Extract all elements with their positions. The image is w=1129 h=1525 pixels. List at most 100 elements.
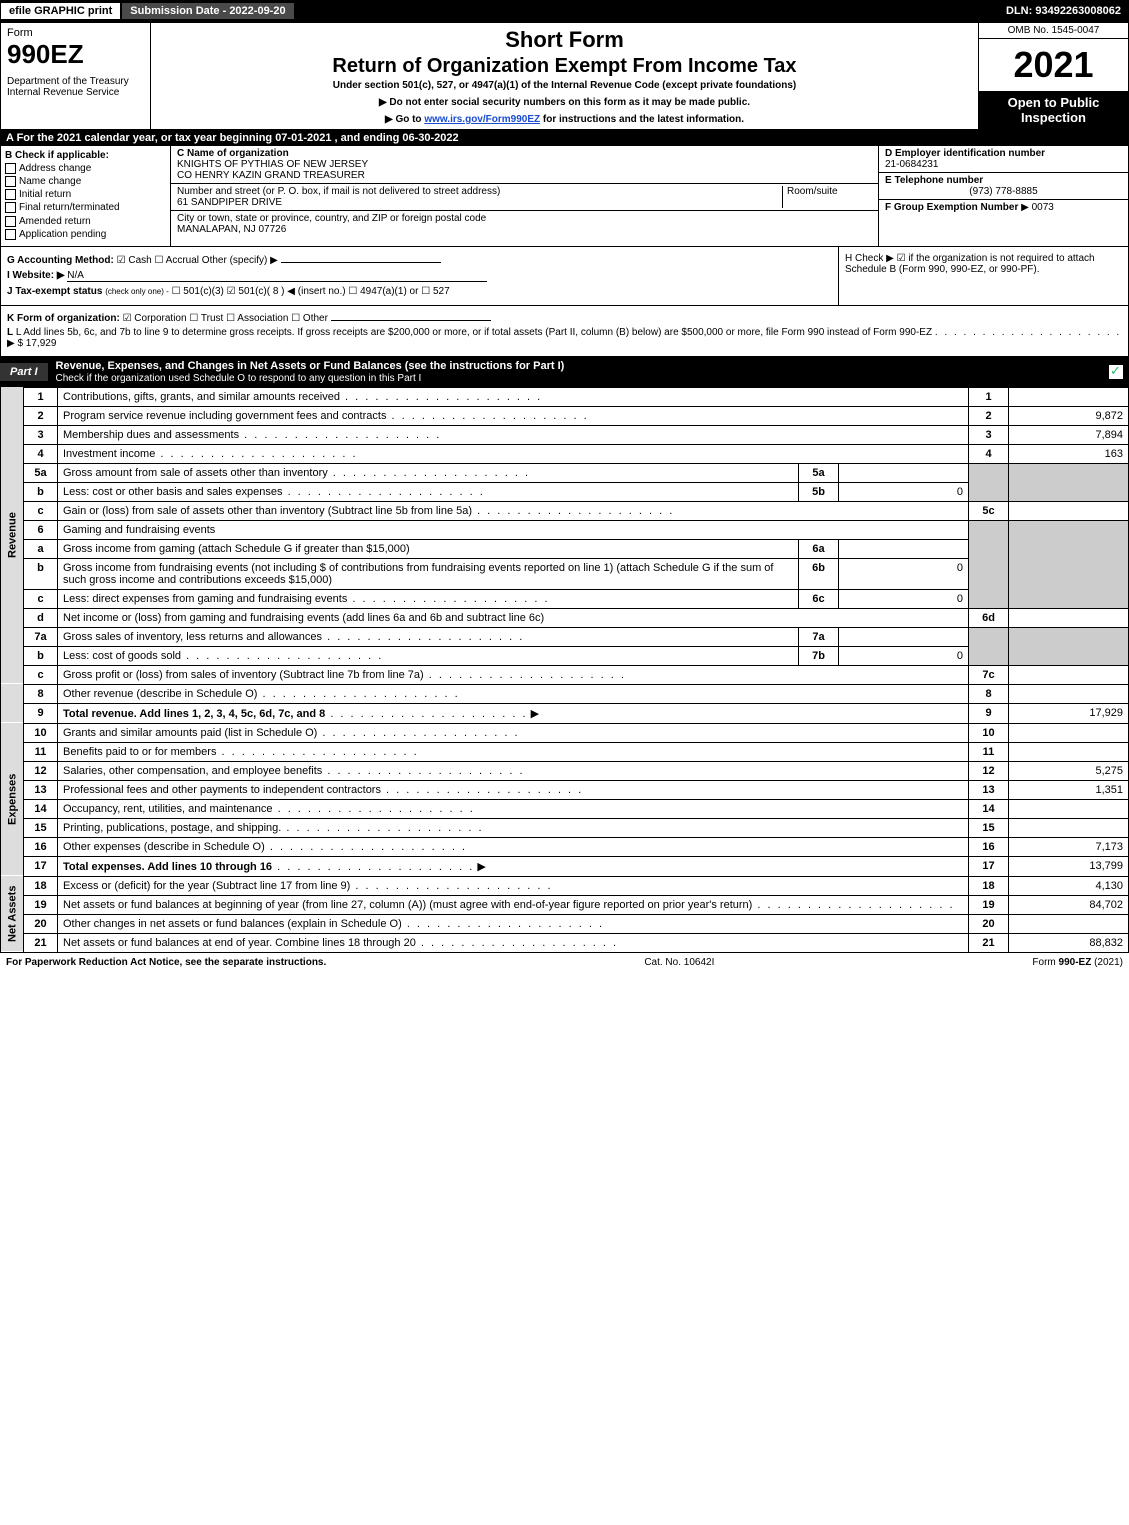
- line-1-box: 1: [969, 387, 1009, 406]
- org-name-2: CO HENRY KAZIN GRAND TREASURER: [177, 170, 365, 181]
- header-middle: Short Form Return of Organization Exempt…: [151, 23, 978, 129]
- line-15-amt: [1009, 818, 1129, 837]
- tax-year: 2021: [979, 39, 1128, 91]
- line-17-desc: Total expenses. Add lines 10 through 16: [63, 861, 272, 873]
- line-6a-num: a: [24, 539, 58, 558]
- short-form-label: Short Form: [155, 27, 974, 53]
- line-6b-sub: 6b: [799, 558, 839, 589]
- street-label: Number and street (or P. O. box, if mail…: [177, 186, 500, 197]
- line-7b-sub: 7b: [799, 646, 839, 665]
- line-8-num: 8: [24, 684, 58, 703]
- city-label: City or town, state or province, country…: [177, 213, 486, 224]
- line-9-num: 9: [24, 703, 58, 723]
- col-def: D Employer identification number 21-0684…: [878, 146, 1128, 246]
- line-13-num: 13: [24, 780, 58, 799]
- line-2-num: 2: [24, 406, 58, 425]
- line-7c-box: 7c: [969, 665, 1009, 684]
- line-16-box: 16: [969, 837, 1009, 856]
- line-6b-subval: 0: [839, 558, 969, 589]
- expenses-side-label: Expenses: [1, 723, 24, 876]
- chk-address-change[interactable]: Address change: [5, 163, 166, 174]
- col-b-checkboxes: B Check if applicable: Address change Na…: [1, 146, 171, 246]
- line-16-amt: 7,173: [1009, 837, 1129, 856]
- line-16-num: 16: [24, 837, 58, 856]
- line-7c-amt: [1009, 665, 1129, 684]
- line-7c-num: c: [24, 665, 58, 684]
- d-ein-value: 21-0684231: [885, 159, 938, 170]
- submission-date: Submission Date - 2022-09-20: [121, 2, 294, 20]
- d-ein-label: D Employer identification number: [885, 148, 1045, 159]
- line-7a-desc: Gross sales of inventory, less returns a…: [63, 631, 322, 643]
- line-6-desc: Gaming and fundraising events: [58, 520, 969, 539]
- line-5b-sub: 5b: [799, 482, 839, 501]
- chk-amended-return[interactable]: Amended return: [5, 216, 166, 227]
- e-phone-label: E Telephone number: [885, 175, 983, 186]
- line-8-desc: Other revenue (describe in Schedule O): [63, 688, 257, 700]
- line-16-desc: Other expenses (describe in Schedule O): [63, 841, 265, 853]
- ssn-warning: ▶ Do not enter social security numbers o…: [155, 97, 974, 108]
- chk-final-return[interactable]: Final return/terminated: [5, 202, 166, 213]
- line-18-desc: Excess or (deficit) for the year (Subtra…: [63, 880, 350, 892]
- b-heading: B Check if applicable:: [5, 150, 166, 161]
- irs-link[interactable]: www.irs.gov/Form990EZ: [424, 114, 540, 125]
- line-7a-num: 7a: [24, 627, 58, 646]
- line-7b-desc: Less: cost of goods sold: [63, 650, 181, 662]
- line-13-box: 13: [969, 780, 1009, 799]
- line-5b-num: b: [24, 482, 58, 501]
- revenue-side-label: Revenue: [1, 387, 24, 684]
- line-1-amt: [1009, 387, 1129, 406]
- line-6d-desc: Net income or (loss) from gaming and fun…: [58, 608, 969, 627]
- line-10-amt: [1009, 723, 1129, 742]
- room-label: Room/suite: [787, 186, 838, 197]
- line-20-num: 20: [24, 914, 58, 933]
- chk-initial-return[interactable]: Initial return: [5, 189, 166, 200]
- line-6a-sub: 6a: [799, 539, 839, 558]
- org-name-1: KNIGHTS OF PYTHIAS OF NEW JERSEY: [177, 159, 368, 170]
- line-6a-desc: Gross income from gaming (attach Schedul…: [58, 539, 799, 558]
- k-label: K Form of organization:: [7, 313, 120, 324]
- form-word: Form: [7, 27, 144, 39]
- department-label: Department of the Treasury Internal Reve…: [7, 76, 144, 98]
- g-options: ☑ Cash ☐ Accrual Other (specify) ▶: [117, 255, 278, 266]
- line-5a-num: 5a: [24, 463, 58, 482]
- part-i-checkbox[interactable]: [1109, 365, 1123, 379]
- line-7b-num: b: [24, 646, 58, 665]
- j-options: ☐ 501(c)(3) ☑ 501(c)( 8 ) ◀ (insert no.)…: [172, 286, 450, 297]
- line-6c-num: c: [24, 589, 58, 608]
- line-9-desc: Total revenue. Add lines 1, 2, 3, 4, 5c,…: [63, 708, 325, 720]
- line-11-num: 11: [24, 742, 58, 761]
- line-20-box: 20: [969, 914, 1009, 933]
- street-value: 61 SANDPIPER DRIVE: [177, 197, 282, 208]
- line-6b-desc: Gross income from fundraising events (no…: [58, 558, 799, 589]
- line-3-desc: Membership dues and assessments: [63, 429, 239, 441]
- section-kl: K Form of organization: ☑ Corporation ☐ …: [0, 306, 1129, 357]
- line-4-num: 4: [24, 444, 58, 463]
- line-3-box: 3: [969, 425, 1009, 444]
- k-options: ☑ Corporation ☐ Trust ☐ Association ☐ Ot…: [123, 313, 328, 324]
- line-12-desc: Salaries, other compensation, and employ…: [63, 765, 322, 777]
- efile-print-button[interactable]: efile GRAPHIC print: [0, 2, 121, 20]
- line-5a-desc: Gross amount from sale of assets other t…: [63, 467, 328, 479]
- part-i-table: Revenue 1 Contributions, gifts, grants, …: [0, 387, 1129, 953]
- e-phone-value: (973) 778-8885: [885, 186, 1122, 197]
- line-18-amt: 4,130: [1009, 876, 1129, 895]
- c-name-label: C Name of organization: [177, 148, 289, 159]
- line-9-amt: 17,929: [1009, 703, 1129, 723]
- net-assets-side-label: Net Assets: [1, 876, 24, 952]
- line-7a-subval: [839, 627, 969, 646]
- line-6-num: 6: [24, 520, 58, 539]
- line-1-num: 1: [24, 387, 58, 406]
- l-text: L Add lines 5b, 6c, and 7b to line 9 to …: [16, 327, 932, 338]
- form-header: Form 990EZ Department of the Treasury In…: [0, 22, 1129, 130]
- line-18-num: 18: [24, 876, 58, 895]
- omb-number: OMB No. 1545-0047: [979, 23, 1128, 39]
- dln-label: DLN: 93492263008062: [998, 3, 1129, 19]
- chk-name-change[interactable]: Name change: [5, 176, 166, 187]
- form-number: 990EZ: [7, 39, 144, 70]
- line-4-box: 4: [969, 444, 1009, 463]
- form-subtitle: Under section 501(c), 527, or 4947(a)(1)…: [155, 80, 974, 91]
- line-3-amt: 7,894: [1009, 425, 1129, 444]
- h-text: H Check ▶ ☑ if the organization is not r…: [845, 253, 1095, 275]
- chk-application-pending[interactable]: Application pending: [5, 229, 166, 240]
- line-14-box: 14: [969, 799, 1009, 818]
